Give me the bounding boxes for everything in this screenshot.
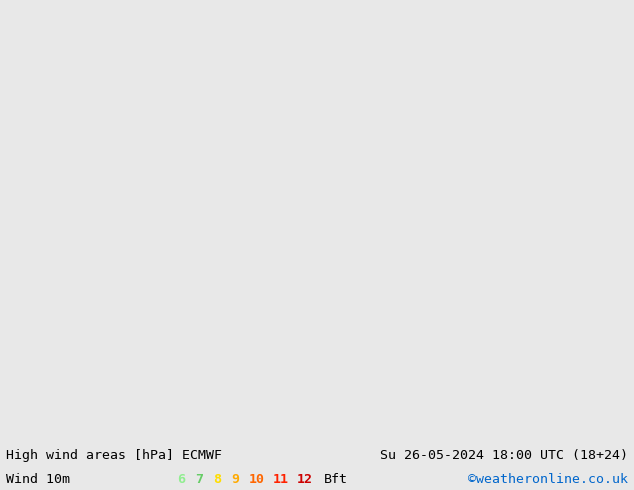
Text: 8: 8 — [213, 473, 221, 486]
Text: 12: 12 — [297, 473, 313, 486]
Text: 7: 7 — [195, 473, 204, 486]
Text: 11: 11 — [273, 473, 288, 486]
Text: High wind areas [hPa] ECMWF: High wind areas [hPa] ECMWF — [6, 448, 223, 462]
Text: 6: 6 — [178, 473, 186, 486]
Text: Bft: Bft — [324, 473, 348, 486]
Text: 10: 10 — [249, 473, 264, 486]
Text: ©weatheronline.co.uk: ©weatheronline.co.uk — [468, 473, 628, 486]
Text: Su 26-05-2024 18:00 UTC (18+24): Su 26-05-2024 18:00 UTC (18+24) — [380, 448, 628, 462]
Text: 9: 9 — [231, 473, 239, 486]
Text: Wind 10m: Wind 10m — [6, 473, 70, 486]
